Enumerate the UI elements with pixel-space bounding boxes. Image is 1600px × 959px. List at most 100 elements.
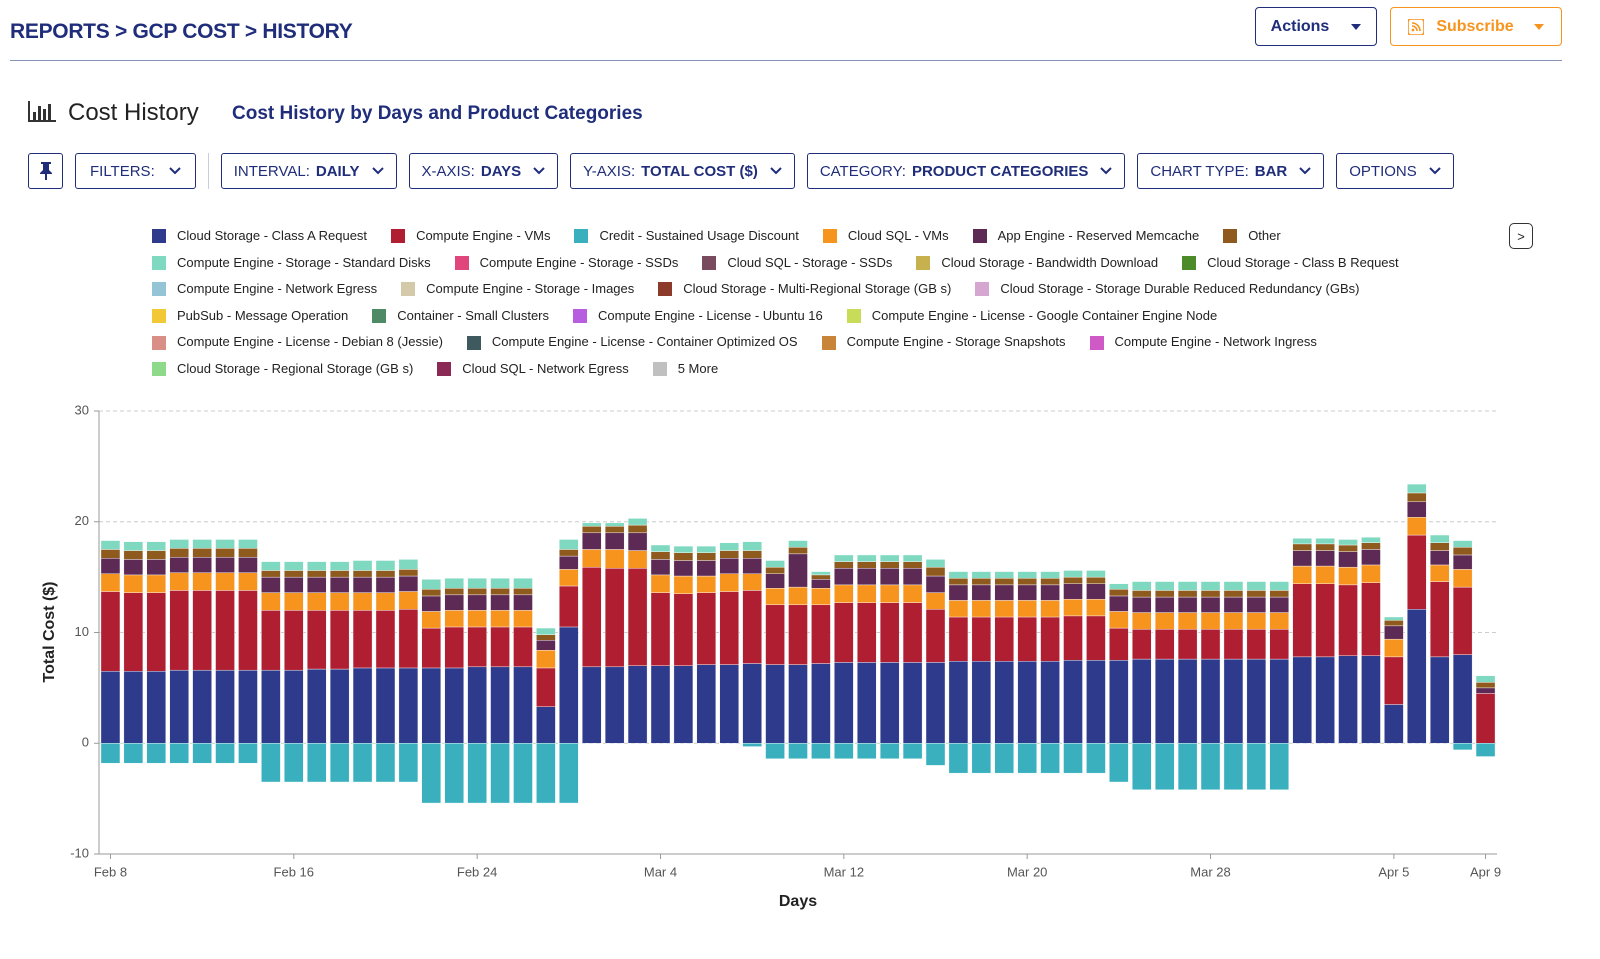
bar-segment (490, 578, 510, 589)
pin-icon (39, 162, 52, 180)
bar-segment (1086, 615, 1106, 661)
bar-segment (307, 576, 327, 593)
bar-segment (1177, 596, 1198, 613)
bar-segment (696, 664, 717, 744)
bar-segment (742, 663, 762, 744)
bar-segment (1040, 616, 1060, 662)
bar-segment (1200, 581, 1221, 591)
bar-segment (238, 669, 258, 744)
bar-segment (582, 549, 602, 568)
bar-segment (1040, 600, 1060, 618)
toolbar-dropdown[interactable]: CATEGORY: PRODUCT CATEGORIES (806, 153, 1126, 189)
toolbar-dropdown[interactable]: X-AXIS: DAYS (408, 153, 559, 189)
legend-item[interactable]: Cloud Storage - Class A Request (152, 223, 367, 250)
legend-item[interactable]: Cloud Storage - Bandwidth Download (916, 250, 1158, 277)
bar-segment (467, 666, 487, 744)
toolbar: FILTERS: INTERVAL: DAILY X-AXIS: DAYS Y-AXIS… (28, 153, 1454, 189)
legend-item[interactable]: Other (1223, 223, 1281, 250)
bar-segment (1269, 596, 1289, 613)
bar-segment (1109, 595, 1129, 612)
legend-item[interactable]: Cloud SQL - Storage - SSDs (702, 250, 892, 277)
legend-item[interactable]: Compute Engine - Storage - SSDs (454, 250, 678, 277)
legend-item[interactable]: Container - Small Clusters (372, 303, 549, 330)
bar-segment (352, 743, 373, 783)
legend-item[interactable]: Cloud SQL - Network Egress (437, 356, 629, 383)
subscribe-button[interactable]: Subscribe (1390, 7, 1562, 46)
legend-item[interactable]: Compute Engine - License - Container Opt… (466, 329, 798, 356)
legend-item[interactable]: Compute Engine - Storage - Standard Disk… (152, 250, 431, 277)
toolbar-dropdown[interactable]: CHART TYPE: BAR (1137, 153, 1325, 189)
bar-segment (536, 650, 556, 669)
legend-item[interactable]: Compute Engine - License - Debian 8 (Jes… (152, 329, 443, 356)
bar-segment (604, 666, 625, 744)
bar-segment (536, 627, 556, 635)
bar-segment (1452, 586, 1473, 655)
bar-segment (100, 540, 121, 550)
legend-item[interactable]: Compute Engine - License - Google Contai… (846, 303, 1217, 330)
bar-segment (261, 576, 281, 593)
bar-segment (1429, 542, 1450, 551)
legend-swatch (152, 282, 166, 297)
bar-segment (834, 602, 854, 663)
bar-segment (1429, 564, 1450, 582)
bar-segment (375, 610, 396, 669)
bar-segment (261, 669, 281, 744)
legend-next-button[interactable]: > (1509, 223, 1533, 249)
bar-segment (1246, 743, 1267, 790)
legend-item[interactable]: PubSub - Message Operation (152, 303, 348, 330)
legend-swatch (372, 309, 387, 324)
bar-segment (811, 579, 831, 589)
actions-button[interactable]: Actions (1255, 7, 1377, 46)
legend-item[interactable]: Credit - Sustained Usage Discount (574, 223, 799, 250)
legend-item[interactable]: 5 More (652, 356, 718, 383)
bar-segment (146, 550, 167, 560)
x-tick-label: Mar 4 (644, 864, 677, 879)
toolbar-dropdown[interactable]: INTERVAL: DAILY (220, 153, 397, 189)
bar-segment (1315, 565, 1335, 584)
chevron (371, 167, 384, 175)
bar-segment (307, 668, 327, 744)
bar-segment (513, 594, 533, 611)
bar-segment (1338, 544, 1358, 552)
legend-item[interactable]: Cloud Storage - Class B Request (1182, 250, 1399, 277)
legend-item[interactable]: Compute Engine - Storage - Images (401, 276, 634, 303)
legend-item[interactable]: Cloud Storage - Regional Storage (GB s) (152, 356, 413, 383)
legend-item[interactable]: Compute Engine - Storage Snapshots (821, 329, 1066, 356)
bar-segment (1407, 517, 1427, 536)
bar-segment (742, 550, 762, 559)
bar-segment (467, 743, 487, 804)
legend-item[interactable]: Compute Engine - Network Ingress (1089, 329, 1317, 356)
bar-segment (719, 558, 739, 575)
bar-segment (1269, 590, 1289, 598)
x-tick-label: Feb 24 (457, 864, 497, 879)
bar-segment (650, 574, 671, 593)
bar-segment (307, 570, 327, 578)
legend-item[interactable]: Cloud Storage - Storage Durable Reduced … (975, 276, 1359, 303)
toolbar-dropdown[interactable]: Y-AXIS: TOTAL COST ($) (570, 153, 795, 189)
bar-segment (673, 552, 694, 561)
legend-item[interactable]: Cloud Storage - Multi-Regional Storage (… (658, 276, 951, 303)
bar-segment (329, 610, 350, 670)
bar-segment (1177, 590, 1198, 598)
bar-segment (857, 554, 877, 562)
bar-segment (1063, 599, 1083, 617)
legend-item[interactable]: Compute Engine - Network Egress (152, 276, 377, 303)
chevron (1100, 167, 1113, 175)
bar-segment (857, 662, 877, 744)
legend-swatch (975, 282, 990, 297)
toolbar-dropdown[interactable]: OPTIONS (1336, 153, 1454, 189)
bar-segment (1384, 625, 1404, 640)
legend-item[interactable]: Compute Engine - License - Ubuntu 16 (573, 303, 823, 330)
bar-segment (765, 573, 785, 589)
bar-segment (948, 661, 969, 744)
chevron (1429, 167, 1441, 175)
legend-item[interactable]: App Engine - Reserved Memcache (972, 223, 1199, 250)
bar-segment (421, 611, 442, 629)
legend-item[interactable]: Cloud SQL - VMs (822, 223, 949, 250)
legend-item[interactable]: Compute Engine - VMs (391, 223, 550, 250)
filters-button[interactable]: FILTERS: (75, 153, 196, 189)
bar-segment (1292, 565, 1312, 584)
pin-button[interactable] (28, 153, 63, 189)
legend-label: Cloud Storage - Storage Durable Reduced … (1000, 281, 1360, 297)
